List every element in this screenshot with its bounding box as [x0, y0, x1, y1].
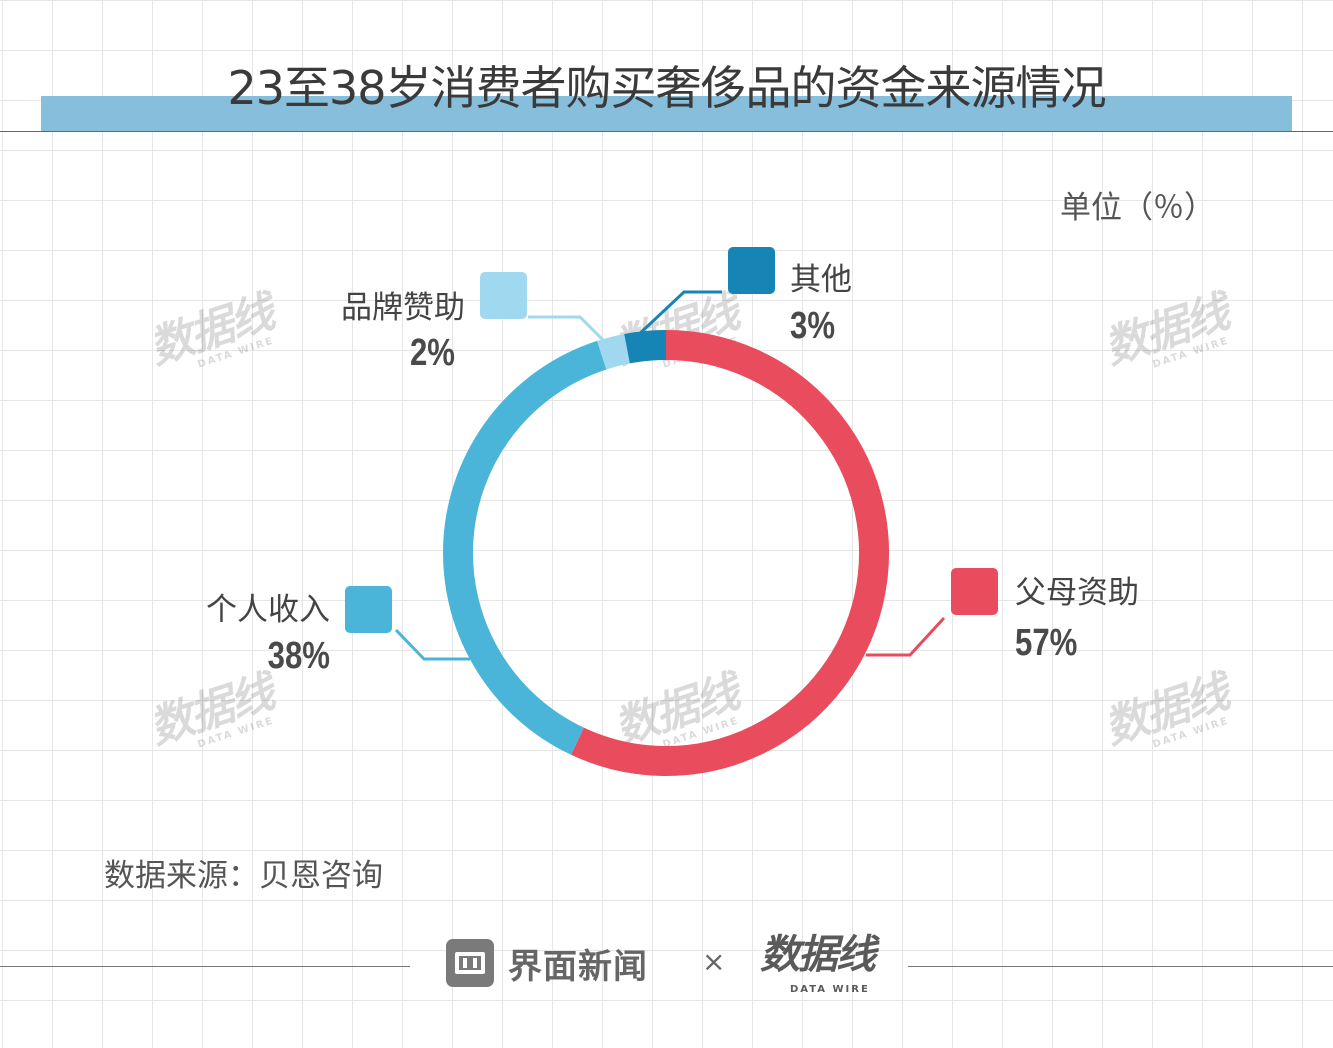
footer-divider-left — [0, 966, 410, 967]
legend-swatch — [345, 586, 392, 633]
brand-name: 界面新闻 — [508, 946, 648, 987]
slice-value-label: 38% — [268, 635, 330, 677]
slice-label: 个人收入 — [206, 592, 330, 628]
partner-logo: 数据线 DATA WIRE — [760, 928, 890, 998]
legend-swatch — [480, 272, 527, 319]
leader-line — [394, 628, 470, 661]
footer-brand: 界面新闻 — [446, 938, 648, 988]
slice-value-label: 57% — [1015, 622, 1077, 664]
donut-slice — [443, 340, 607, 755]
slice-label: 品牌赞助 — [341, 290, 465, 326]
donut-slice — [597, 333, 631, 370]
donut-slice — [624, 329, 667, 364]
slice-label: 父母资助 — [1015, 575, 1139, 611]
partner-sub: DATA WIRE — [790, 984, 870, 995]
slice-value-label: 2% — [410, 332, 455, 374]
unit-label: 单位（％） — [1060, 190, 1215, 226]
donut-slice — [571, 330, 889, 776]
slice-value-label: 3% — [790, 305, 835, 347]
title-highlight-bar — [41, 96, 1292, 131]
leader-line — [528, 315, 608, 345]
legend-swatch — [728, 247, 775, 294]
title-divider — [0, 131, 1333, 132]
leader-line — [866, 616, 946, 657]
brand-logo-icon — [446, 939, 494, 987]
footer-divider-right — [908, 966, 1333, 967]
leader-line — [634, 290, 722, 339]
data-source: 数据来源：贝恩咨询 — [104, 858, 383, 894]
legend-swatch — [951, 568, 998, 615]
chart-title: 23至38岁消费者购买奢侈品的资金来源情况 — [227, 61, 1106, 115]
footer-separator: × — [702, 945, 726, 978]
slice-label: 其他 — [790, 262, 852, 298]
partner-name: 数据线 — [760, 932, 876, 978]
